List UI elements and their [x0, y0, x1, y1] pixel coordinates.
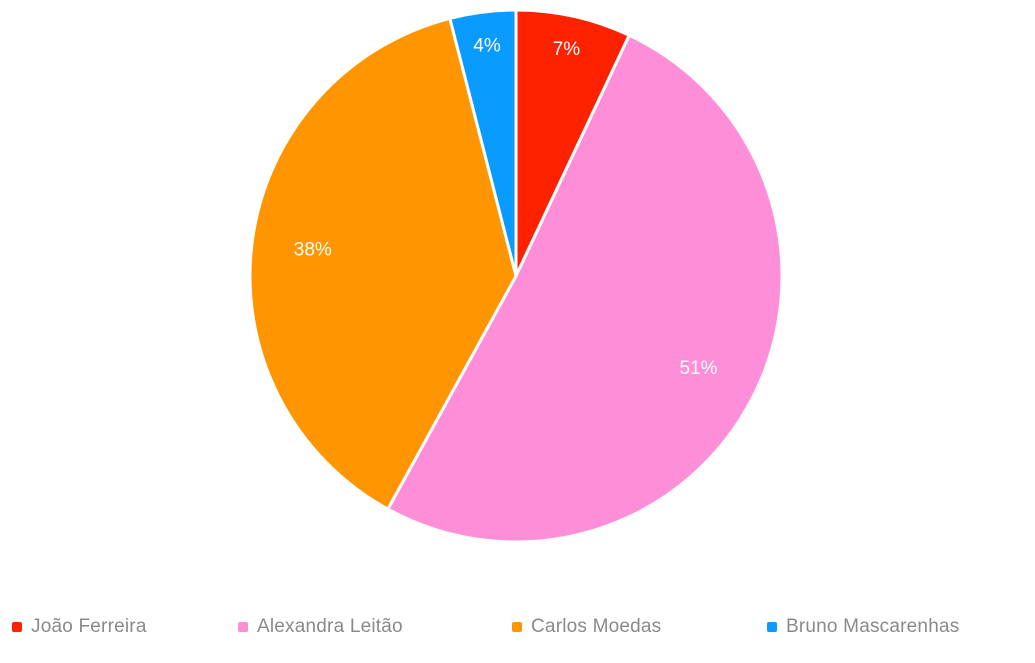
pie-chart-svg: 7% 51% 38% 4% [248, 8, 784, 544]
legend-label: Bruno Mascarenhas [786, 616, 960, 637]
pie-slice-3[interactable] [448, 8, 518, 278]
pie-slice-label-2: 38% [294, 239, 332, 260]
pie-slice-label-1: 51% [679, 358, 717, 379]
pie-slice-label-0: 7% [553, 39, 581, 60]
pie-slice-0[interactable] [514, 8, 631, 278]
pie-slice-2[interactable] [248, 16, 518, 511]
legend-swatch-icon [12, 622, 22, 632]
legend-label: João Ferreira [31, 616, 147, 637]
pie-slice-labels: 7% 51% 38% 4% [294, 35, 718, 379]
pie-slices [248, 8, 784, 544]
pie-slice-label-3: 4% [473, 35, 501, 56]
legend-item-carlos-moedas[interactable]: Carlos Moedas [512, 612, 661, 642]
legend-swatch-icon [238, 622, 248, 632]
pie-slice-1[interactable] [386, 33, 784, 544]
legend-label: Carlos Moedas [531, 616, 662, 637]
legend-swatch-icon [512, 622, 522, 632]
legend: João Ferreira Alexandra Leitão Carlos Mo… [0, 612, 1035, 642]
legend-item-bruno-mascarenhas[interactable]: Bruno Mascarenhas [767, 612, 959, 642]
legend-swatch-icon [767, 622, 777, 632]
legend-item-joao-ferreira[interactable]: João Ferreira [12, 612, 147, 642]
legend-label: Alexandra Leitão [257, 616, 403, 637]
legend-item-alexandra-leitao[interactable]: Alexandra Leitão [238, 612, 403, 642]
